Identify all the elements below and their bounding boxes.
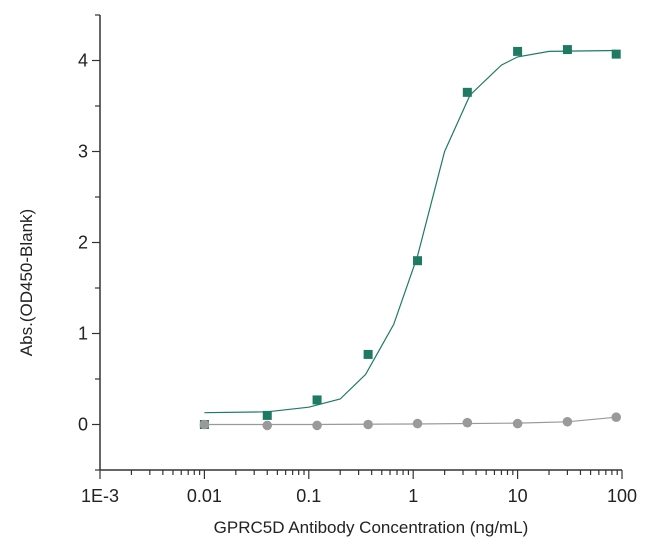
x-tick-label: 10 <box>508 486 528 506</box>
x-tick-label: 0.1 <box>296 486 321 506</box>
data-point-square <box>611 49 621 59</box>
data-point-square <box>562 45 572 55</box>
data-point-square <box>413 256 423 266</box>
data-point-circle <box>412 418 423 429</box>
fit-line <box>204 49 617 414</box>
x-tick-label: 100 <box>607 486 637 506</box>
data-points <box>199 45 622 431</box>
data-point-circle <box>562 416 573 427</box>
x-tick-label: 1 <box>408 486 418 506</box>
data-point-circle <box>312 420 322 431</box>
data-point-circle <box>262 420 273 431</box>
x-tick-label: 1E-3 <box>81 486 119 506</box>
y-tick-label: 3 <box>78 142 88 162</box>
y-tick-label: 1 <box>78 324 88 344</box>
data-point-square <box>363 349 373 359</box>
data-point-circle <box>199 419 210 430</box>
x-axis-title: GPRC5D Antibody Concentration (ng/mL) <box>214 518 529 537</box>
x-tick-label: 0.01 <box>187 486 222 506</box>
fit-curves <box>204 49 617 426</box>
y-axis-title: Abs.(OD450-Blank) <box>17 209 36 356</box>
y-tick-label: 4 <box>78 51 88 71</box>
x-axis: 1E-3 0.01 0.1 1 10 100 <box>81 469 637 506</box>
y-axis: 0 1 2 3 4 <box>78 14 101 471</box>
y-tick-label: 0 <box>78 415 88 435</box>
data-point-square <box>312 395 322 405</box>
data-point-square <box>262 410 272 420</box>
data-point-circle <box>462 417 473 428</box>
data-point-circle <box>363 419 373 430</box>
y-tick-label: 2 <box>78 233 88 253</box>
data-point-square <box>462 87 472 97</box>
data-point-circle <box>611 412 622 423</box>
data-point-square <box>513 46 523 56</box>
data-point-circle <box>512 418 523 429</box>
